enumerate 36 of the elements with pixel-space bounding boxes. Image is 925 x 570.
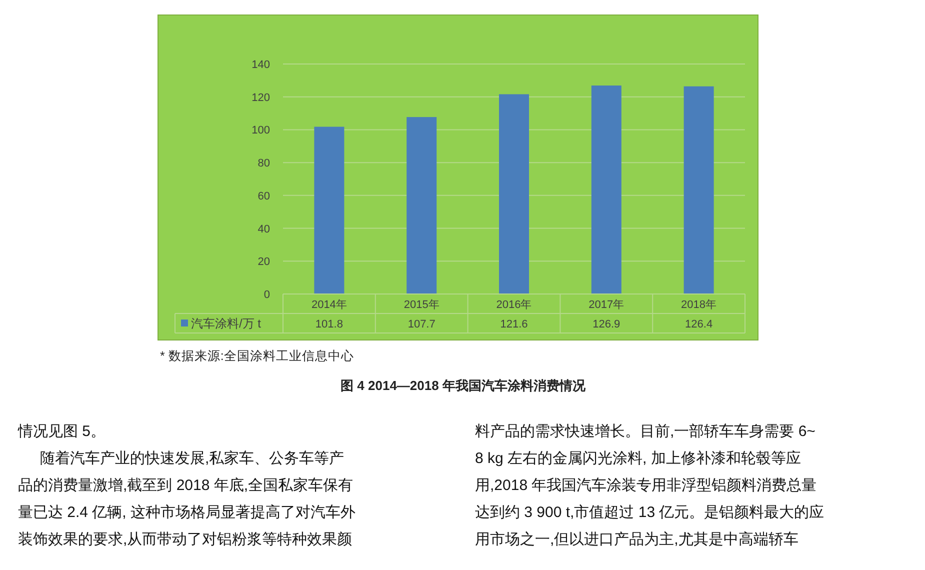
y-tick-label: 120 <box>252 92 270 104</box>
text: 量已达 2.4 亿辆, 这种市场格局显著提高了对汽车外 <box>18 504 356 521</box>
text: 用市场之一,但以进口产品为主,尤其是中高端轿车 <box>475 531 798 548</box>
text: 图 4 2014—2018 年我国汽车涂料消费情况 <box>340 378 586 393</box>
text: 装饰效果的要求,从而带动了对铝粉浆等特种效果颜 <box>18 531 352 548</box>
data-label: 126.4 <box>685 318 713 330</box>
y-tick-label: 140 <box>252 59 270 71</box>
legend-label: 汽车涂料/万 t <box>191 316 262 330</box>
x-tick-label: 2016年 <box>496 299 532 311</box>
text: * 数据来源:全国涂料工业信息中心 <box>160 348 354 363</box>
data-label: 121.6 <box>500 318 528 330</box>
data-label: 101.8 <box>315 318 343 330</box>
text: 情况见图 5。 <box>17 423 106 440</box>
data-label: 126.9 <box>592 318 620 330</box>
y-tick-label: 80 <box>258 158 270 170</box>
text: 品的消费量激增,截至到 2018 年底,全国私家车保有 <box>18 477 354 494</box>
text: 随着汽车产业的快速发展,私家车、公务车等产 <box>40 450 344 467</box>
bar <box>406 117 437 294</box>
text: 料产品的需求快速增长。目前,一部轿车车身需要 6~ <box>475 423 816 440</box>
y-tick-label: 100 <box>252 124 270 137</box>
x-tick-label: 2017年 <box>588 299 624 311</box>
x-tick-label: 2014年 <box>311 299 347 311</box>
bar <box>314 126 344 294</box>
bar <box>499 94 529 294</box>
text: 8 kg 左右的金属闪光涂料, 加上修补漆和轮毂等应 <box>475 450 801 467</box>
text: 达到约 3 900 t,市值超过 13 亿元。是铝颜料最大的应 <box>475 504 824 521</box>
data-label: 107.7 <box>408 318 436 330</box>
y-tick-label: 20 <box>258 256 270 268</box>
y-tick-label: 0 <box>264 289 270 301</box>
y-tick-label: 60 <box>258 190 270 202</box>
text: 用,2018 年我国汽车涂装专用非浮型铝颜料消费总量 <box>475 477 817 494</box>
bar <box>591 86 622 294</box>
y-tick-label: 40 <box>258 223 270 236</box>
bar <box>684 86 714 294</box>
x-tick-label: 2018年 <box>681 299 717 311</box>
x-tick-label: 2015年 <box>404 299 440 311</box>
